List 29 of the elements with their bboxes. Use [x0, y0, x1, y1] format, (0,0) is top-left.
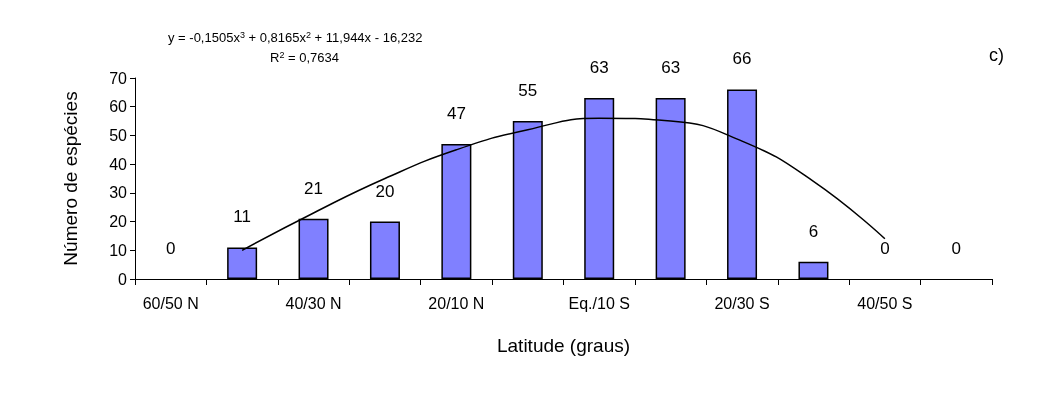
- data-label: 0: [165, 239, 176, 258]
- x-tick-label: 20/10 N: [428, 294, 485, 312]
- y-axis-title: Número de espécies: [60, 91, 81, 266]
- y-tick-label: 40: [109, 155, 128, 173]
- data-label: 63: [589, 58, 609, 78]
- y-tick-label: 70: [109, 69, 128, 87]
- data-label: 21: [304, 178, 323, 198]
- data-label: 20: [375, 181, 395, 201]
- y-tick-label: 30: [109, 184, 128, 202]
- x-tick-label: 40/30 N: [285, 294, 342, 312]
- x-tick-label: 20/30 S: [714, 294, 770, 312]
- data-label: 6: [808, 221, 819, 241]
- y-tick-label: 50: [109, 126, 128, 144]
- x-tick-label: Eq./10 S: [568, 294, 630, 312]
- text: c): [989, 45, 1005, 65]
- data-label: 11: [233, 207, 251, 227]
- x-tick-label: 40/50 S: [857, 294, 913, 312]
- data-label: 47: [446, 104, 466, 124]
- x-tick-label: 60/50 N: [142, 294, 199, 312]
- data-label: 0: [951, 239, 962, 258]
- x-axis-title: Latitude (graus): [496, 335, 631, 356]
- y-tick-label: 10: [109, 241, 128, 259]
- y-tick-label: 60: [109, 98, 128, 116]
- y-tick-label: 0: [118, 270, 128, 288]
- data-label: 63: [661, 58, 681, 78]
- y-tick-label: 20: [109, 213, 128, 231]
- data-label: 0: [880, 239, 890, 258]
- data-label: 55: [518, 81, 538, 101]
- data-label: 66: [732, 49, 752, 69]
